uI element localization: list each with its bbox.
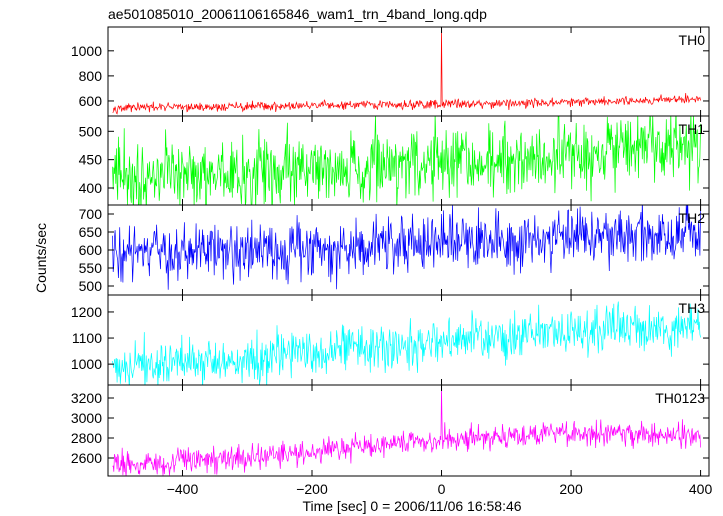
y-tick-label: 600 [79, 93, 103, 109]
chart-title: ae501085010_20061106165846_wam1_trn_4ban… [108, 6, 487, 22]
panel-th3: 1000 1100 1200 TH3 [71, 294, 710, 386]
y-tick-label: 2800 [71, 430, 102, 446]
y-tick-label: 3000 [71, 410, 102, 426]
y-tick-label: 2600 [71, 450, 102, 466]
panel-th2: 500 550 600 650 700 TH2 [79, 204, 710, 296]
series-line-th0 [112, 27, 701, 115]
y-tick-label: 500 [79, 123, 103, 139]
y-tick-label: 3200 [71, 390, 102, 406]
series-line-th1 [112, 116, 701, 205]
x-axis-label: Time [sec] 0 = 2006/11/06 16:58:46 [302, 498, 521, 514]
y-tick-label: 650 [79, 224, 103, 240]
x-axis-tick-labels: −400 −200 0 200 400 [167, 481, 713, 497]
y-tick-label: 1000 [71, 43, 102, 59]
series-line-th0123 [112, 385, 701, 476]
panel-frame [107, 384, 710, 477]
panel-label: TH3 [679, 300, 706, 316]
panel-th0: 600 800 1000 TH0 [71, 26, 710, 117]
y-tick-label: 500 [79, 278, 103, 294]
x-tick-label: −200 [296, 481, 328, 497]
series-line-th3 [112, 301, 701, 385]
y-tick-label: 550 [79, 260, 103, 276]
panel-label: TH2 [679, 210, 706, 226]
panel-th1: 400 450 500 TH1 [79, 115, 710, 206]
y-tick-label: 1000 [71, 356, 102, 372]
x-tick-label: 0 [438, 481, 446, 497]
y-tick-label: 700 [79, 206, 103, 222]
panel-label: TH0 [679, 32, 706, 48]
x-tick-label: −400 [167, 481, 199, 497]
x-tick-label: 400 [689, 481, 713, 497]
y-tick-label: 450 [79, 152, 103, 168]
x-tick-label: 200 [559, 481, 583, 497]
series-line-th2 [112, 205, 701, 290]
panels: 600 800 1000 TH0 400 450 500 TH1 500 550 600 650 700… [71, 26, 710, 477]
y-axis-label: Counts/sec [33, 223, 49, 293]
y-tick-label: 1100 [72, 330, 102, 346]
y-tick-label: 1200 [71, 304, 102, 320]
y-tick-label: 800 [79, 68, 103, 84]
panel-th0123: 2600 2800 3000 3200 TH0123 [71, 384, 710, 477]
y-tick-label: 600 [79, 242, 103, 258]
y-tick-label: 400 [79, 180, 103, 196]
panel-label: TH0123 [655, 390, 705, 406]
panel-label: TH1 [679, 121, 706, 137]
